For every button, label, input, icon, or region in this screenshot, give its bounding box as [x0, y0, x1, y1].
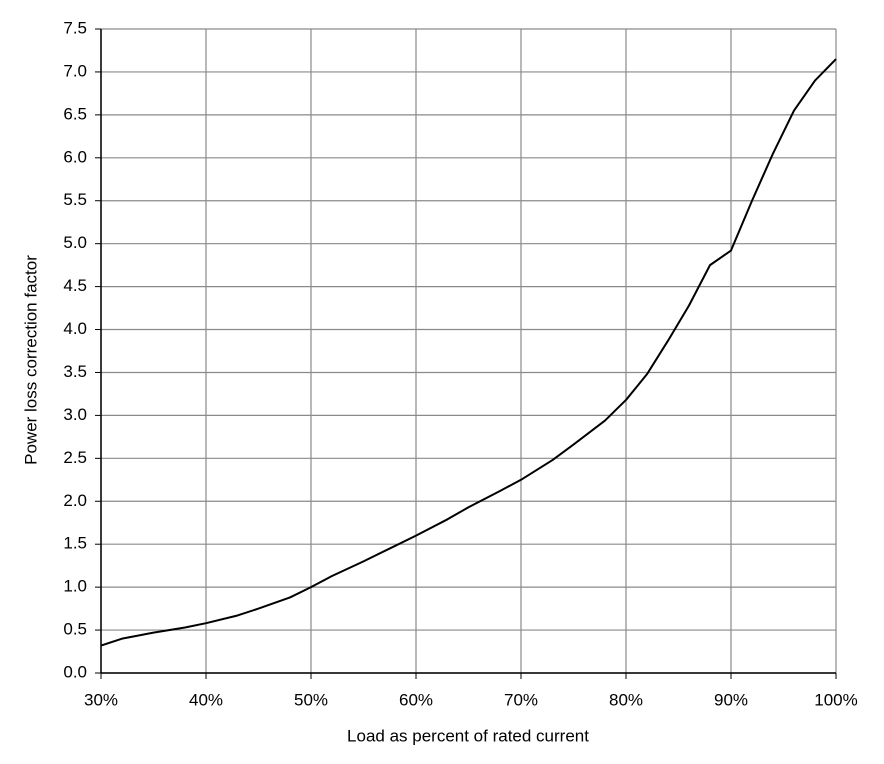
y-tick-label: 0.5: [63, 620, 87, 639]
y-tick-label: 6.5: [63, 104, 87, 123]
x-tick-label: 80%: [609, 690, 643, 709]
x-tick-label: 40%: [189, 690, 223, 709]
y-tick-label: 3.0: [63, 405, 87, 424]
x-tick-label: 50%: [294, 690, 328, 709]
y-tick-label: 2.5: [63, 448, 87, 467]
x-tick-label: 30%: [84, 690, 118, 709]
y-tick-label: 4.5: [63, 276, 87, 295]
y-tick-label: 7.5: [63, 18, 87, 37]
y-tick-label: 3.5: [63, 362, 87, 381]
y-tick-label: 6.0: [63, 147, 87, 166]
y-tick-label: 5.5: [63, 190, 87, 209]
y-tick-label: 2.0: [63, 491, 87, 510]
y-tick-label: 1.0: [63, 577, 87, 596]
y-tick-label: 1.5: [63, 534, 87, 553]
x-tick-label: 70%: [504, 690, 538, 709]
y-tick-label: 0.0: [63, 662, 87, 681]
y-axis-label: Power loss correction factor: [21, 255, 40, 465]
y-tick-label: 5.0: [63, 233, 87, 252]
y-tick-label: 4.0: [63, 319, 87, 338]
x-axis-label: Load as percent of rated current: [347, 726, 589, 745]
data-line: [100, 58, 837, 647]
x-tick-label: 100%: [814, 690, 857, 709]
x-tick-label: 90%: [714, 690, 748, 709]
x-tick-label: 60%: [399, 690, 433, 709]
y-tick-label: 7.0: [63, 61, 87, 80]
